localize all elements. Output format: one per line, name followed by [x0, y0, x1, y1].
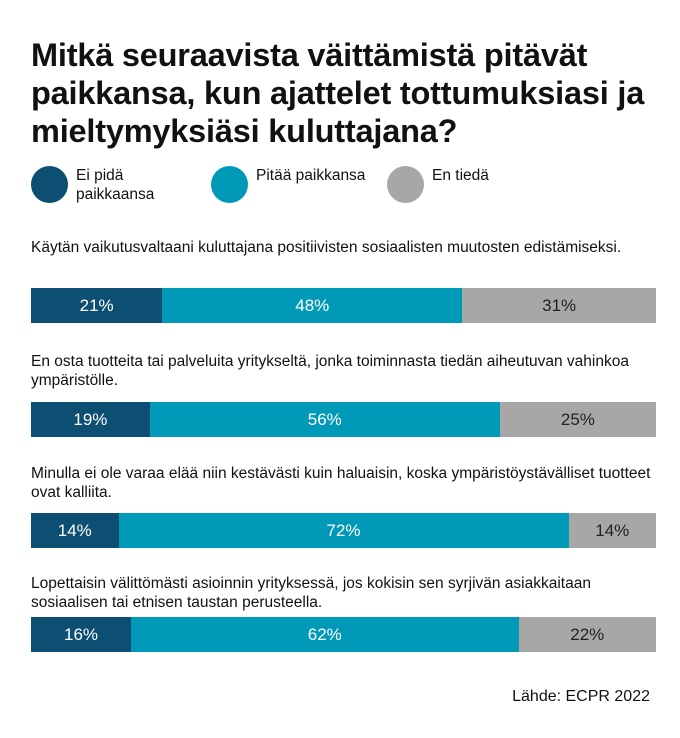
data-label: 31% — [542, 296, 577, 315]
source-note: Lähde: ECPR 2022 — [512, 688, 650, 705]
chart-title: Mitkä seuraavista väittämistä pitävät pa… — [31, 37, 645, 149]
data-label: 48% — [295, 296, 330, 315]
stacked-bar: 21% 48% 31% — [31, 288, 656, 323]
data-label: 21% — [79, 296, 114, 315]
bar-segment-pitaa — [118, 513, 569, 548]
stacked-bar: 14% 72% 14% — [31, 513, 656, 548]
data-label: 62% — [307, 625, 342, 644]
bar-segment-ei-pida — [31, 402, 150, 437]
bar-segment-ei-pida — [31, 288, 163, 323]
legend-swatch-en-tieda — [387, 166, 424, 203]
legend: Ei pidä paikkaansa Pitää paikkansa En ti… — [31, 166, 651, 206]
bar-segment-en-tieda — [499, 402, 656, 437]
question-text: Lopettaisin välittömästi asioinnin yrity… — [31, 575, 591, 611]
data-label: 14% — [57, 521, 92, 540]
data-label: 25% — [560, 410, 595, 429]
legend-label-ei-pida: Ei pidä paikkaansa — [76, 167, 155, 203]
stacked-bar: 16% 62% 22% — [31, 617, 656, 652]
data-label: 14% — [595, 521, 630, 540]
legend-swatch-pitaa — [211, 166, 248, 203]
legend-label-pitaa: Pitää paikkansa — [256, 167, 366, 184]
bar-segment-pitaa — [131, 617, 519, 652]
question-text: Minulla ei ole varaa elää niin kestäväst… — [31, 465, 651, 501]
legend-label-en-tieda: En tiedä — [432, 167, 489, 184]
bar-segment-ei-pida — [31, 513, 119, 548]
bar-segment-en-tieda — [568, 513, 656, 548]
bar-segment-pitaa — [149, 402, 500, 437]
data-label: 72% — [326, 521, 361, 540]
question-text: En osta tuotteita tai palveluita yrityks… — [31, 353, 629, 389]
bar-segment-ei-pida — [31, 617, 131, 652]
bar-segment-en-tieda — [462, 288, 656, 323]
data-label: 19% — [73, 410, 108, 429]
bar-segment-en-tieda — [518, 617, 656, 652]
bar-segment-pitaa — [162, 288, 463, 323]
question-text: Käytän vaikutusvaltaani kuluttajana posi… — [31, 239, 622, 256]
data-label: 56% — [307, 410, 342, 429]
data-label: 16% — [63, 625, 99, 644]
legend-swatch-ei-pida — [31, 166, 68, 203]
data-label: 22% — [570, 625, 605, 644]
stacked-bar: 19% 56% 25% — [31, 402, 656, 437]
